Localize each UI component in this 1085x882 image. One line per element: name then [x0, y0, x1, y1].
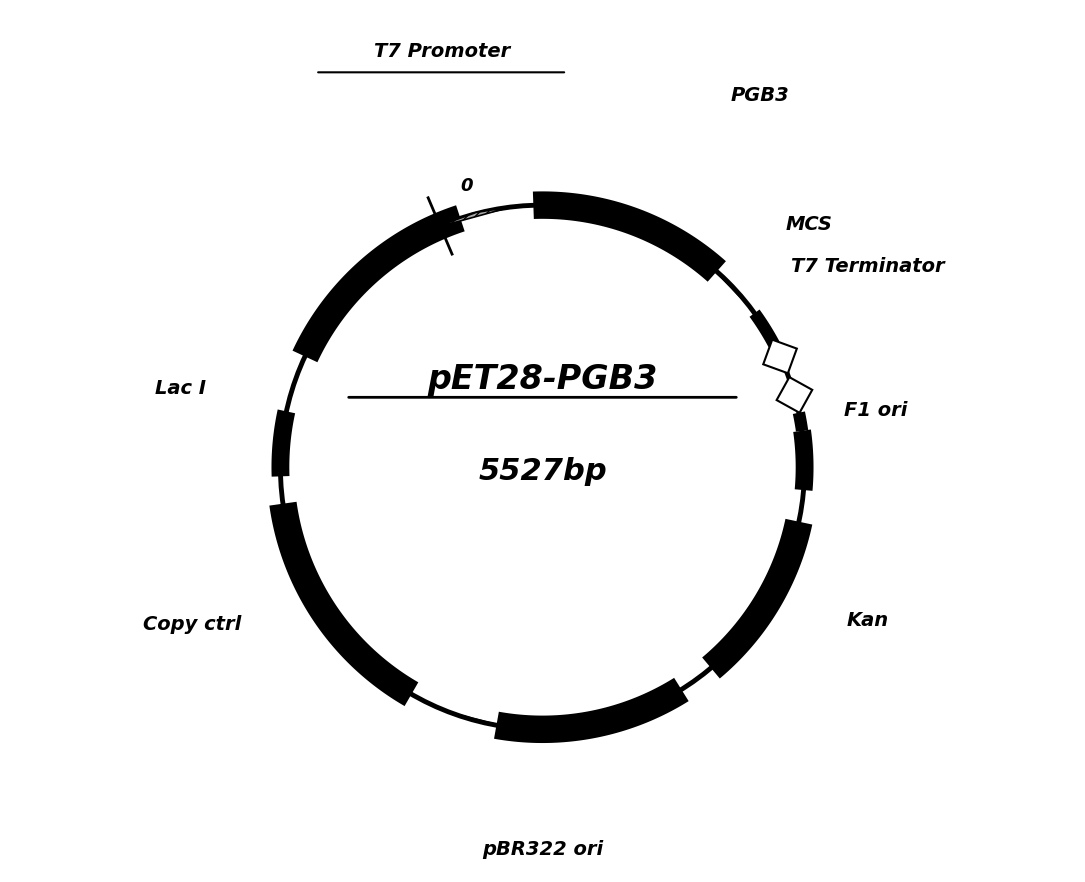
Text: MCS: MCS	[786, 215, 832, 234]
Polygon shape	[271, 409, 295, 476]
Text: T7 Promoter: T7 Promoter	[374, 42, 510, 61]
Text: Kan: Kan	[846, 610, 889, 630]
Polygon shape	[533, 191, 726, 281]
Text: pBR322 ori: pBR322 ori	[482, 841, 603, 859]
Polygon shape	[777, 377, 813, 413]
Text: pET28-PGB3: pET28-PGB3	[427, 363, 658, 396]
Text: PGB3: PGB3	[730, 86, 789, 106]
Polygon shape	[293, 206, 464, 363]
Polygon shape	[494, 678, 689, 743]
Polygon shape	[269, 502, 419, 706]
Polygon shape	[701, 257, 754, 313]
Text: T7 Terminator: T7 Terminator	[791, 257, 945, 276]
Text: 0: 0	[461, 176, 473, 195]
Polygon shape	[439, 207, 506, 225]
Polygon shape	[750, 310, 779, 347]
Text: Lac I: Lac I	[155, 379, 206, 398]
Polygon shape	[763, 340, 796, 373]
Polygon shape	[430, 207, 511, 229]
Polygon shape	[702, 519, 813, 678]
Polygon shape	[793, 411, 808, 431]
Polygon shape	[445, 710, 518, 729]
Text: Copy ctrl: Copy ctrl	[143, 615, 241, 634]
Text: 5527bp: 5527bp	[478, 457, 607, 486]
Text: F1 ori: F1 ori	[844, 401, 907, 420]
Polygon shape	[793, 430, 814, 490]
Polygon shape	[283, 377, 296, 425]
